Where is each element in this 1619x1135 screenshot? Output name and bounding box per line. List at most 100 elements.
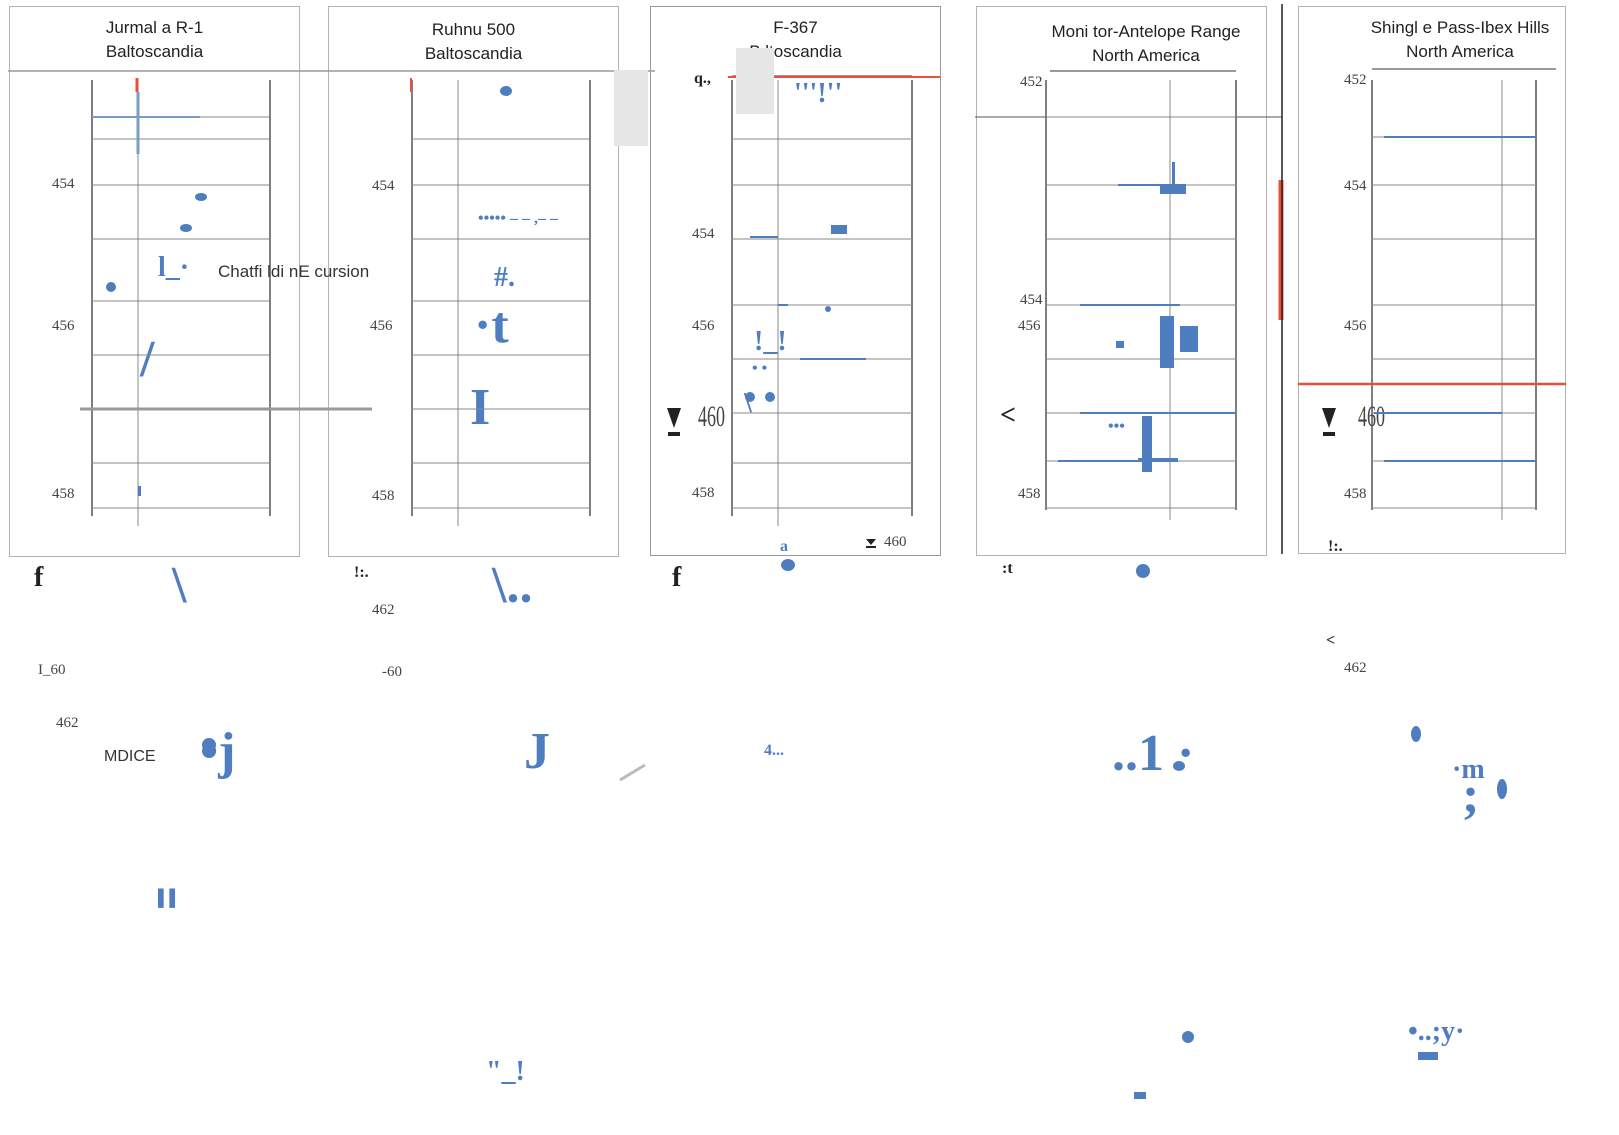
glyph-fragment-2: f bbox=[34, 562, 44, 593]
glyph-fragment-31: q., bbox=[694, 70, 711, 87]
panel-frame-4 bbox=[976, 6, 1267, 556]
panel-frame-3 bbox=[650, 6, 941, 556]
glyph-fragment-17: \ bbox=[744, 388, 752, 419]
panel-1-tick-456: 456 bbox=[52, 318, 75, 334]
glyph-fragment-25: ·m bbox=[1452, 754, 1485, 785]
panel-2-tick-462: 462 bbox=[372, 602, 395, 618]
glyph-fragment-9: I bbox=[470, 379, 491, 436]
marker-panel5 bbox=[1322, 408, 1336, 436]
glyph-fragment-4: •j bbox=[200, 723, 236, 780]
panel-1-title-line2: Baltoscandia bbox=[105, 42, 204, 61]
glyph-fragment-21: ••• bbox=[1108, 418, 1125, 435]
panel-2-tick-456: 456 bbox=[370, 318, 393, 334]
panel-2-tick-454: 454 bbox=[372, 178, 395, 194]
data-point-5 bbox=[745, 392, 755, 402]
data-point-0 bbox=[195, 193, 207, 201]
glyph-fragment-1: / bbox=[140, 331, 155, 388]
panel-frame-2 bbox=[328, 6, 619, 557]
glyph-fragment-5: ▌▌ bbox=[158, 890, 181, 907]
glyph-fragment-23: < bbox=[1000, 400, 1016, 431]
panel-3-tick-456: 456 bbox=[692, 318, 715, 334]
data-bar-0 bbox=[1160, 184, 1186, 194]
panel-5-title: Shingl e Pass-Ibex Hills North America bbox=[1360, 16, 1560, 64]
panel-3-tick-460-small: 460 bbox=[884, 534, 907, 550]
glyph-fragment-0: l_· bbox=[158, 252, 190, 283]
glyph-fragment-30: !:. bbox=[354, 564, 369, 581]
panel-2-title-line1: Ruhnu 500 bbox=[431, 20, 516, 39]
panel-5-tick-458: 458 bbox=[1344, 486, 1367, 502]
panel-4-tick-454: 454 bbox=[1020, 292, 1043, 308]
glyph-fragment-11: J bbox=[524, 723, 550, 780]
panel-1-tick-454: 454 bbox=[52, 176, 75, 192]
data-point-13 bbox=[202, 738, 216, 752]
data-point-4 bbox=[781, 559, 795, 571]
reference-lines bbox=[135, 76, 1566, 386]
panel-4-tick-458: 458 bbox=[1018, 486, 1041, 502]
panel-2-tick-460: -60 bbox=[382, 664, 402, 680]
glyph-fragment-8: ·t bbox=[474, 297, 509, 354]
panel-5-title-line1: Shingl e Pass-Ibex Hills bbox=[1370, 18, 1550, 37]
panel-1-tick-460: I_60 bbox=[38, 662, 66, 678]
panel-4-title-line2: North America bbox=[1092, 46, 1200, 65]
marker-panel3 bbox=[667, 408, 681, 436]
glyph-fragment-20: 4... bbox=[764, 742, 784, 759]
panel-frame-5 bbox=[1298, 6, 1566, 554]
data-point-1 bbox=[180, 224, 192, 232]
panel-frame-1 bbox=[9, 6, 300, 557]
data-point-12 bbox=[1497, 779, 1507, 799]
data-point-7 bbox=[825, 306, 831, 312]
panel-1-title: Jurmal a R-1 Baltoscandia bbox=[9, 16, 300, 64]
glyph-fragment-19: a bbox=[780, 538, 788, 555]
data-bar-4 bbox=[1116, 341, 1124, 348]
excursion-label: Chatfi ldi nE cursion bbox=[218, 262, 370, 281]
panel-5-tick-462: 462 bbox=[1344, 660, 1367, 676]
glyph-fragment-16: • • bbox=[752, 360, 768, 377]
panel-5-tick-456: 456 bbox=[1344, 318, 1367, 334]
panel-3-tick-454: 454 bbox=[692, 226, 715, 242]
marker-panel3-small bbox=[866, 539, 876, 548]
panel-3-tick-460-large: 460 bbox=[698, 400, 725, 433]
data-point-8 bbox=[1136, 564, 1150, 578]
data-bar-10 bbox=[1418, 1052, 1438, 1060]
data-bar-5 bbox=[1142, 416, 1152, 472]
glyph-fragment-6: ••••• – – ,– – bbox=[478, 210, 559, 227]
panel-1-tick-462: 462 bbox=[56, 715, 79, 731]
glyph-fragment-12: "_! bbox=[486, 1056, 525, 1087]
panel-4-title: Moni tor-Antelope Range North America bbox=[1036, 20, 1256, 68]
glyph-fragment-26: ; bbox=[1462, 767, 1480, 824]
data-bar-2 bbox=[1160, 316, 1174, 368]
data-bar-3 bbox=[1180, 326, 1198, 352]
title-rules bbox=[92, 68, 1556, 77]
panel-5-tick-452: 452 bbox=[1344, 72, 1367, 88]
panel-2-title-line2: Baltoscandia bbox=[424, 44, 523, 63]
mdice-label: MDICE bbox=[104, 748, 156, 765]
grey-box-panel2 bbox=[614, 70, 648, 146]
data-point-9 bbox=[1173, 761, 1185, 771]
data-bar-9 bbox=[1134, 1092, 1146, 1099]
panel-3-tick-458: 458 bbox=[692, 485, 715, 501]
panel-5-title-line2: North America bbox=[1406, 42, 1514, 61]
data-point-10 bbox=[1182, 1031, 1194, 1043]
panel-4-tick-452: 452 bbox=[1020, 74, 1043, 90]
panel-1-title-line1: Jurmal a R-1 bbox=[105, 18, 204, 37]
data-point-6 bbox=[765, 392, 775, 402]
glyph-fragment-18: f bbox=[672, 562, 682, 593]
data-point-11 bbox=[1411, 726, 1421, 742]
data-bar-7 bbox=[831, 225, 847, 234]
black-markers bbox=[667, 408, 1336, 548]
data-bar-1 bbox=[1172, 162, 1175, 184]
glyph-fragment-7: #. bbox=[494, 262, 515, 293]
glyph-fragment-27: •..;y· bbox=[1408, 1016, 1465, 1047]
panel-2-tick-458: 458 bbox=[372, 488, 395, 504]
panel-4-title-line1: Moni tor-Antelope Range bbox=[1051, 22, 1241, 41]
glyph-fragment-3: \ bbox=[172, 557, 187, 614]
data-bar-8 bbox=[138, 486, 141, 496]
panel-1-tick-458: 458 bbox=[52, 486, 75, 502]
glyph-fragment-14: '''!'' bbox=[794, 78, 843, 109]
data-bar-6 bbox=[1138, 458, 1178, 461]
panel-2-title: Ruhnu 500 Baltoscandia bbox=[328, 18, 619, 66]
glyph-fragment-15: !_! bbox=[754, 326, 787, 357]
glyph-fragment-29: !:. bbox=[1328, 538, 1343, 555]
panel-3-title-line1: F-367 bbox=[773, 18, 818, 37]
